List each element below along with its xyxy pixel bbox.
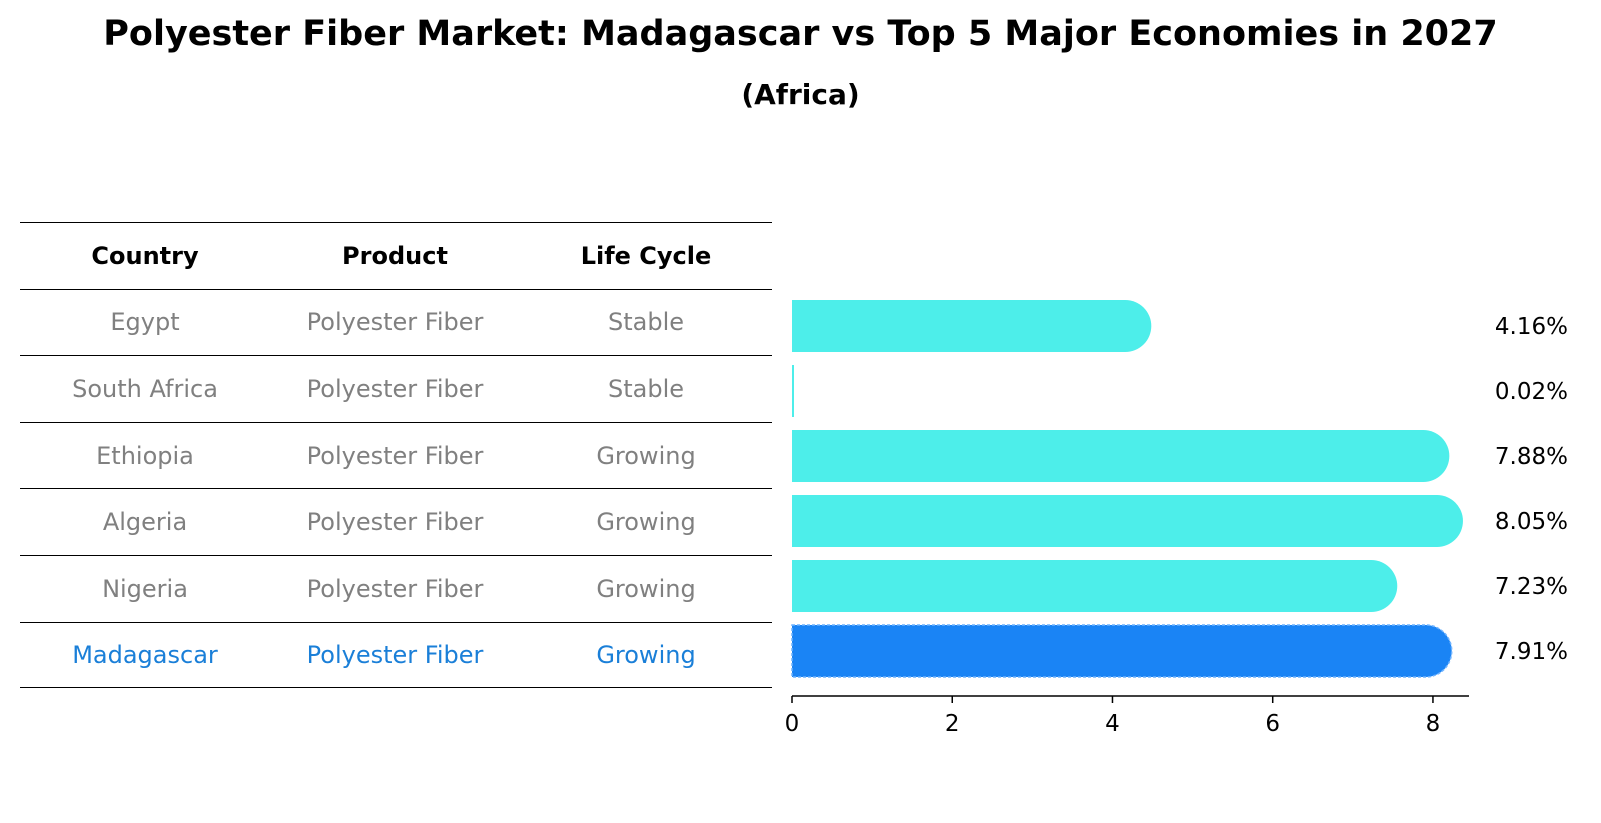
header-country: Country xyxy=(91,241,199,270)
cell-product: Polyester Fiber xyxy=(306,640,484,669)
cell-life-cycle: Growing xyxy=(596,640,696,669)
value-label: 8.05% xyxy=(1495,509,1568,535)
value-label: 7.91% xyxy=(1495,639,1568,665)
table-row: Ethiopia Polyester Fiber Growing xyxy=(20,421,772,489)
cell-life-cycle: Growing xyxy=(596,508,696,537)
table-row: South Africa Polyester Fiber Stable xyxy=(20,355,772,422)
x-tick-label: 8 xyxy=(1426,711,1441,737)
cell-product: Polyester Fiber xyxy=(306,441,484,470)
cell-life-cycle: Growing xyxy=(596,441,696,470)
cell-country: Egypt xyxy=(110,308,180,337)
table-row: Egypt Polyester Fiber Stable xyxy=(20,288,772,356)
bar-south-africa xyxy=(792,365,794,417)
cell-product: Polyester Fiber xyxy=(306,574,484,603)
chart-subtitle: (Africa) xyxy=(741,78,860,111)
data-table: Country Product Life Cycle Egypt Polyest… xyxy=(20,222,772,689)
header-life-cycle: Life Cycle xyxy=(580,241,712,270)
value-label: 7.23% xyxy=(1495,574,1568,600)
x-tick-label: 4 xyxy=(1105,711,1120,737)
bar-madagascar xyxy=(791,624,1453,678)
cell-product: Polyester Fiber xyxy=(306,374,484,403)
cell-life-cycle: Stable xyxy=(607,308,685,337)
value-label: 7.88% xyxy=(1495,444,1568,470)
x-tick-label: 2 xyxy=(945,711,960,737)
table-row: Nigeria Polyester Fiber Growing xyxy=(20,554,772,622)
bar-ethiopia xyxy=(792,430,1450,482)
cell-life-cycle: Stable xyxy=(607,374,685,403)
cell-country: Nigeria xyxy=(102,574,188,603)
chart-title: Polyester Fiber Market: Madagascar vs To… xyxy=(103,14,1498,54)
cell-country: South Africa xyxy=(72,374,218,403)
bar-egypt xyxy=(792,300,1152,352)
value-label: 4.16% xyxy=(1495,314,1568,340)
cell-country: Ethiopia xyxy=(96,441,194,470)
x-tick-label: 0 xyxy=(785,711,800,737)
bar-algeria xyxy=(792,495,1463,547)
value-label: 0.02% xyxy=(1495,379,1568,405)
cell-life-cycle: Growing xyxy=(596,574,696,603)
cell-product: Polyester Fiber xyxy=(306,308,484,337)
cell-country: Algeria xyxy=(102,508,188,537)
table-row: Algeria Polyester Fiber Growing xyxy=(20,488,772,555)
bar-nigeria xyxy=(792,560,1398,612)
table-header-row: Country Product Life Cycle xyxy=(20,222,772,289)
cell-product: Polyester Fiber xyxy=(306,508,484,537)
header-product: Product xyxy=(342,241,448,270)
cell-country: Madagascar xyxy=(72,640,218,669)
table-row-highlight: Madagascar Polyester Fiber Growing xyxy=(20,621,772,689)
x-tick-label: 6 xyxy=(1265,711,1280,737)
